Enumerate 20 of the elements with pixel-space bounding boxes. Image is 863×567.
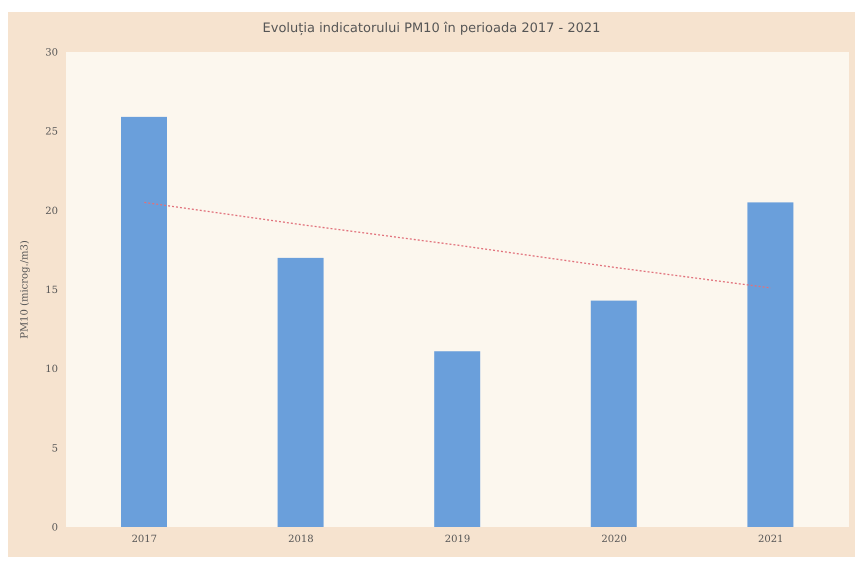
y-axis-title: PM10 (microg./m3) (20, 240, 31, 339)
line-series (144, 202, 772, 289)
bar (747, 202, 794, 527)
y-tick-label: 15 (45, 285, 58, 296)
x-tick-label: 2017 (132, 534, 158, 546)
y-tick-label: 10 (45, 364, 58, 376)
bar (121, 116, 167, 527)
bar (434, 351, 480, 527)
y-tick-label: 20 (45, 206, 58, 217)
x-tick-label: 2019 (444, 534, 470, 546)
x-tick-label: 2018 (288, 534, 314, 546)
bar (590, 300, 637, 527)
y-tick-label: 25 (45, 126, 58, 138)
y-tick-label: 5 (52, 443, 58, 454)
bar (278, 258, 324, 527)
x-tick-label: 2021 (758, 534, 784, 546)
y-tick-label: 0 (52, 522, 58, 534)
x-tick-label: 2020 (601, 534, 627, 546)
y-tick-label: 30 (45, 48, 58, 59)
chart-title: Evoluția indicatorului PM10 în perioada 2017 - 2021 (262, 21, 602, 36)
